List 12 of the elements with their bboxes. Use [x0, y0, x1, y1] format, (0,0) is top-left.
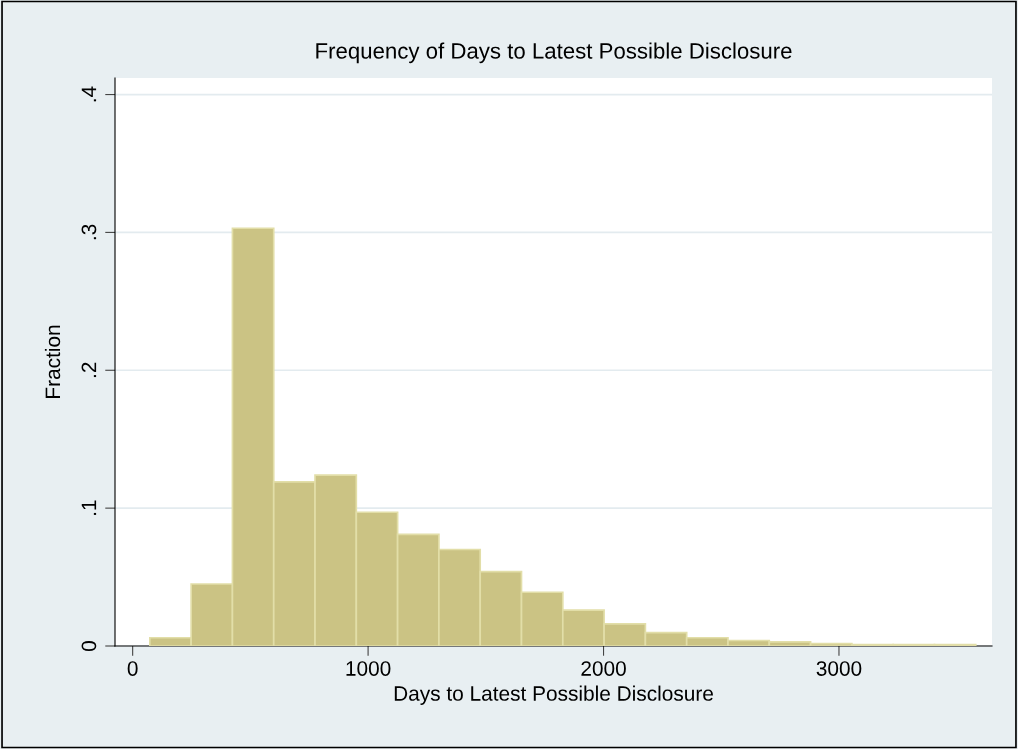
- y-tick-label: .1: [81, 500, 97, 515]
- y-tick-label: .3: [81, 224, 97, 240]
- y-tick-label: .2: [81, 362, 97, 378]
- x-axis-title: Days to Latest Possible Disclosure: [394, 685, 713, 705]
- y-tick-label: 0: [81, 641, 97, 651]
- x-tick-label: 3000: [816, 661, 862, 676]
- x-tick-label: 0: [127, 661, 138, 676]
- chart-title: Frequency of Days to Latest Possible Disclosure: [316, 42, 792, 64]
- y-tick-label: .4: [81, 86, 97, 102]
- x-tick-label: 1000: [346, 661, 391, 676]
- x-tick-label: 2000: [581, 661, 626, 676]
- y-axis-title: Fraction: [44, 325, 61, 398]
